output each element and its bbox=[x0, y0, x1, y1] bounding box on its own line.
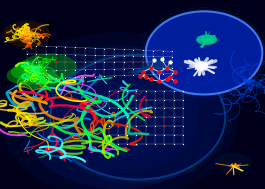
Polygon shape bbox=[125, 57, 172, 74]
Circle shape bbox=[146, 11, 262, 94]
Circle shape bbox=[50, 55, 225, 180]
Circle shape bbox=[19, 45, 220, 189]
Ellipse shape bbox=[7, 66, 45, 85]
Circle shape bbox=[195, 61, 208, 71]
Circle shape bbox=[0, 32, 238, 189]
Ellipse shape bbox=[21, 53, 77, 81]
Ellipse shape bbox=[196, 35, 217, 45]
Ellipse shape bbox=[15, 60, 48, 76]
Ellipse shape bbox=[215, 153, 252, 172]
Circle shape bbox=[40, 60, 199, 174]
Circle shape bbox=[61, 76, 178, 159]
Ellipse shape bbox=[19, 69, 60, 90]
Ellipse shape bbox=[11, 63, 47, 81]
Ellipse shape bbox=[3, 21, 50, 47]
